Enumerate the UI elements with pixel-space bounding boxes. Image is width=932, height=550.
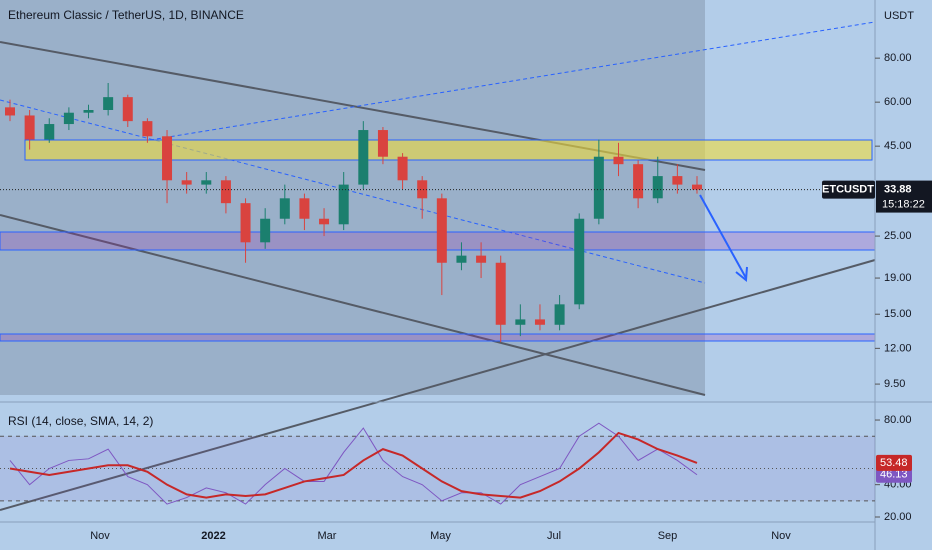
candle-body bbox=[692, 184, 702, 190]
candle-body bbox=[534, 319, 545, 325]
x-tick-label: May bbox=[430, 530, 451, 542]
candle-body bbox=[5, 107, 15, 116]
candle-body bbox=[417, 180, 428, 199]
candle-body bbox=[554, 304, 565, 325]
candle-body bbox=[574, 218, 585, 305]
candle-body bbox=[633, 164, 644, 199]
rsi-line bbox=[9, 422, 698, 505]
resistance-zone bbox=[24, 139, 873, 161]
candle-body bbox=[652, 176, 663, 199]
candle-body bbox=[63, 112, 74, 125]
candle-body bbox=[476, 255, 487, 263]
candle-body bbox=[279, 198, 290, 219]
candle-body bbox=[142, 121, 153, 137]
candle-body bbox=[593, 156, 604, 219]
rsi-value-tag bbox=[876, 454, 912, 471]
candle-body bbox=[103, 97, 114, 111]
y-tick-label: 19.00 bbox=[884, 272, 912, 284]
y-tick-label: 20.00 bbox=[884, 511, 912, 523]
candle-body bbox=[240, 203, 251, 243]
countdown: 15:18:22 bbox=[882, 198, 925, 210]
shaded-range bbox=[0, 0, 705, 395]
candle-body bbox=[613, 156, 624, 165]
candle-body bbox=[358, 130, 369, 185]
y-tick-label: 80.00 bbox=[884, 414, 912, 426]
dashed-trend bbox=[149, 21, 876, 141]
channel-bottom bbox=[0, 214, 706, 396]
arrow-head bbox=[735, 266, 748, 282]
y-tick-label: 15.00 bbox=[884, 308, 912, 320]
y-tick-label: 45.00 bbox=[884, 140, 912, 152]
candle-body bbox=[515, 319, 526, 325]
x-tick-label: Mar bbox=[318, 530, 337, 542]
candle-body bbox=[436, 198, 447, 263]
x-tick-label: 2022 bbox=[201, 530, 225, 542]
symbol-label: ETCUSDT bbox=[822, 183, 874, 195]
y-tick-label: 9.50 bbox=[884, 378, 905, 390]
dashed-trend bbox=[0, 99, 706, 284]
candle-body bbox=[377, 130, 388, 157]
candle-body bbox=[319, 218, 330, 225]
candle-body bbox=[24, 115, 35, 140]
x-tick-label: Nov bbox=[90, 530, 110, 542]
candle-body bbox=[162, 136, 173, 181]
candle-body bbox=[220, 180, 231, 204]
rsi-value-label: 53.48 bbox=[880, 457, 908, 469]
candle-body bbox=[299, 198, 310, 219]
symbol-tag bbox=[822, 180, 875, 199]
x-tick-label: Sep bbox=[658, 530, 678, 542]
candle-body bbox=[397, 156, 408, 181]
x-tick-label: Jul bbox=[547, 530, 561, 542]
candle-body bbox=[181, 180, 192, 185]
candle-body bbox=[83, 110, 94, 113]
chart-title: Ethereum Classic / TetherUS, 1D, BINANCE bbox=[8, 8, 244, 22]
support-zone bbox=[0, 333, 876, 342]
x-tick-label: Nov bbox=[771, 530, 791, 542]
candle-body bbox=[260, 218, 271, 243]
candle-body bbox=[672, 176, 683, 185]
trend-line bbox=[0, 259, 876, 511]
indicator-title: RSI (14, close, SMA, 14, 2) bbox=[8, 414, 153, 428]
y-tick-label: 12.00 bbox=[884, 342, 912, 354]
candle-body bbox=[456, 255, 467, 263]
candle-body bbox=[201, 180, 212, 185]
y-tick-label: 80.00 bbox=[884, 52, 912, 64]
price-tag bbox=[876, 180, 932, 213]
candle-body bbox=[495, 262, 506, 325]
y-tick-label: 60.00 bbox=[884, 96, 912, 108]
candle-body bbox=[44, 124, 55, 140]
rsi-line bbox=[9, 431, 698, 499]
candle-body bbox=[338, 184, 349, 225]
axis-unit: USDT bbox=[884, 10, 914, 22]
arrow bbox=[699, 194, 747, 279]
rsi-band bbox=[0, 436, 875, 501]
price-label: 33.88 bbox=[884, 183, 912, 195]
y-tick-label: 25.00 bbox=[884, 230, 912, 242]
candle-body bbox=[122, 97, 133, 122]
rsi-value-label: 46.13 bbox=[880, 469, 908, 481]
